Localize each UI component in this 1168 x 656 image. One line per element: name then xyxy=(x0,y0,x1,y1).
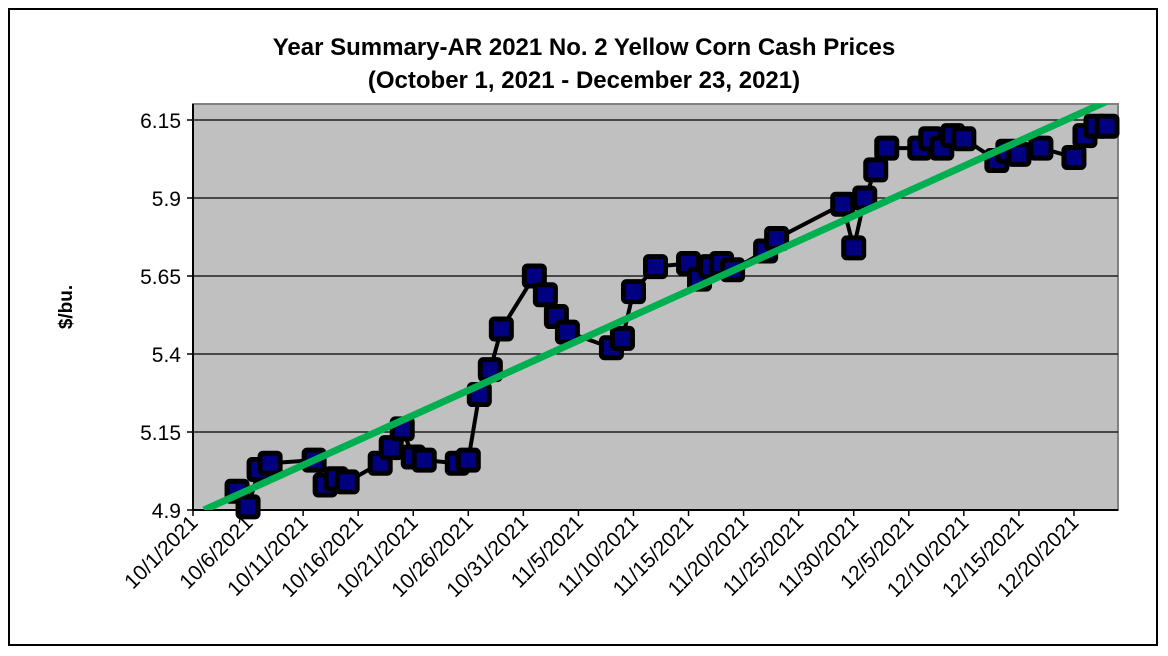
y-tick-label: 4.9 xyxy=(152,500,181,523)
data-point xyxy=(411,447,437,473)
data-point xyxy=(1061,144,1087,170)
y-tick-label: 5.9 xyxy=(152,188,181,211)
data-point xyxy=(257,450,283,476)
data-point xyxy=(334,469,360,495)
chart-frame xyxy=(8,8,1158,646)
data-point xyxy=(455,447,481,473)
data-point xyxy=(488,316,514,342)
y-axis-label: $/bu. xyxy=(56,285,77,329)
trendline-group xyxy=(202,104,1109,510)
data-point xyxy=(874,135,900,161)
data-point xyxy=(1028,135,1054,161)
y-tick-label: 5.15 xyxy=(140,422,181,445)
data-point xyxy=(609,325,635,351)
y-tick-label: 5.65 xyxy=(140,266,181,289)
data-point xyxy=(841,235,867,261)
y-tick-label: 5.4 xyxy=(152,344,182,367)
data-point xyxy=(830,191,856,217)
data-point xyxy=(620,279,646,305)
data-point xyxy=(643,254,668,280)
data-point xyxy=(235,494,261,520)
data-point xyxy=(951,126,977,152)
data-point xyxy=(1094,113,1120,139)
trendline xyxy=(202,104,1109,510)
data-point xyxy=(863,157,889,183)
chart-title: Year Summary-AR 2021 No. 2 Yellow Corn C… xyxy=(272,34,896,61)
y-tick-label: 6.15 xyxy=(140,110,181,133)
chart-subtitle: (October 1, 2021 - December 23, 2021) xyxy=(367,67,801,94)
data-point xyxy=(532,282,558,308)
